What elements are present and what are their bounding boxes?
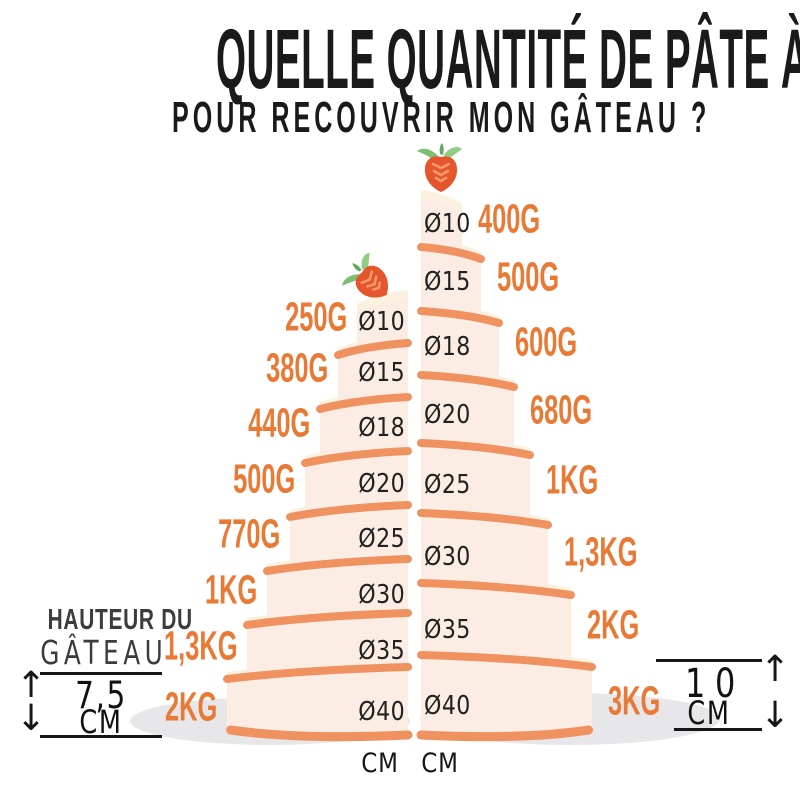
height-unit-right: CM [687,694,731,732]
tier-diameter-label: Ø18 [358,413,405,444]
tier-body [421,246,481,316]
tier-diameter-label: Ø25 [358,524,405,555]
tier-weight-label: 400G [478,195,541,242]
tier-weight-label: 250G [284,293,347,340]
tier-band [301,447,412,467]
tier-body [421,310,499,380]
tier-weight-label: 440G [247,399,310,446]
tier-body [227,666,408,736]
tier-diameter-label: Ø15 [424,266,471,297]
tier-diameter-label: Ø30 [424,542,471,572]
tier-band [417,651,596,671]
measure-line-top-left [40,672,162,675]
cake-bottom-band [226,725,413,742]
tier-diameter-label: Ø25 [424,470,471,501]
tier-band [417,371,518,391]
tier-weight-label: 3KG [608,677,661,724]
measure-line-bottom-right [674,728,762,731]
tier-weight-label: 1,3KG [564,528,638,575]
tier-band [334,339,412,359]
tier-band [316,393,412,413]
tier-body [305,450,408,510]
tier-band [286,501,412,521]
tier-body [421,198,462,252]
tier-band [243,609,412,629]
tier-body [247,612,408,672]
strawberry-icon [415,141,464,194]
tier-diameter-label: Ø10 [358,307,405,337]
tier-weight-label: 380G [265,344,328,391]
tier-band [263,555,412,575]
height-value-left: 7,5 [75,674,127,717]
arrow-down-icon: ↓ [16,698,47,739]
tier-weight-label: 2KG [164,683,217,730]
tier-body [421,512,548,588]
tier-diameter-label: Ø35 [358,635,405,666]
right-cake [416,190,596,742]
tier-body [357,298,408,348]
measure-line-top-right [656,659,762,662]
tier-body [267,558,408,618]
tier-diameter-label: Ø40 [358,697,405,728]
tier-weight-label: 1,3KG [163,622,237,669]
tier-weight-label: 2KG [587,601,640,648]
tier-body [421,374,514,448]
tier-weight-label: 1KG [546,456,599,503]
tier-body [320,396,408,456]
height-unit-left: CM [79,703,123,741]
tier-weight-label: 680G [530,386,593,433]
axis-unit-left: CM [361,748,399,779]
tier-diameter-label: Ø35 [424,614,471,645]
page-subtitle: POUR RECOUVRIR MON GÂTEAU ? [172,93,711,142]
tier-diameter-label: Ø20 [358,468,405,499]
tier-body [421,442,530,518]
tier-body [421,582,571,660]
tier-weight-label: 500G [232,455,295,502]
arrow-up-icon: ↑ [760,649,791,690]
tier-band [417,439,534,459]
arrow-down-icon: ↓ [760,695,791,736]
tier-diameter-label: Ø40 [424,691,471,722]
tier-top-face [357,290,408,312]
tier-diameter-label: Ø30 [358,580,405,610]
tier-band [417,243,485,263]
tier-band [417,307,503,327]
tier-body [338,342,408,402]
tier-weight-label: 500G [497,253,560,300]
tier-band [417,579,575,599]
cake-bottom-band [416,725,594,742]
tier-diameter-label: Ø18 [424,332,471,363]
left-cake [223,290,413,742]
measure-line-bottom-left [40,735,162,738]
tier-weight-label: 600G [515,318,578,365]
height-legend-title-line1: HAUTEUR DU [47,604,193,636]
tier-weight-label: 770G [217,510,280,557]
height-legend-title-line2: GÂTEAU [40,633,168,672]
tier-band [223,663,412,683]
tier-diameter-label: Ø20 [424,399,471,430]
axis-unit-right: CM [421,748,459,779]
tier-diameter-label: Ø10 [424,209,471,239]
arrow-up-icon: ↑ [16,665,47,706]
tier-body [421,654,592,736]
tier-diameter-label: Ø15 [358,357,405,388]
height-value-right: 10 [685,661,745,707]
tier-band [417,509,552,529]
tier-weight-label: 1KG [204,566,257,613]
tier-top-face [421,190,462,212]
tier-body [290,504,408,564]
